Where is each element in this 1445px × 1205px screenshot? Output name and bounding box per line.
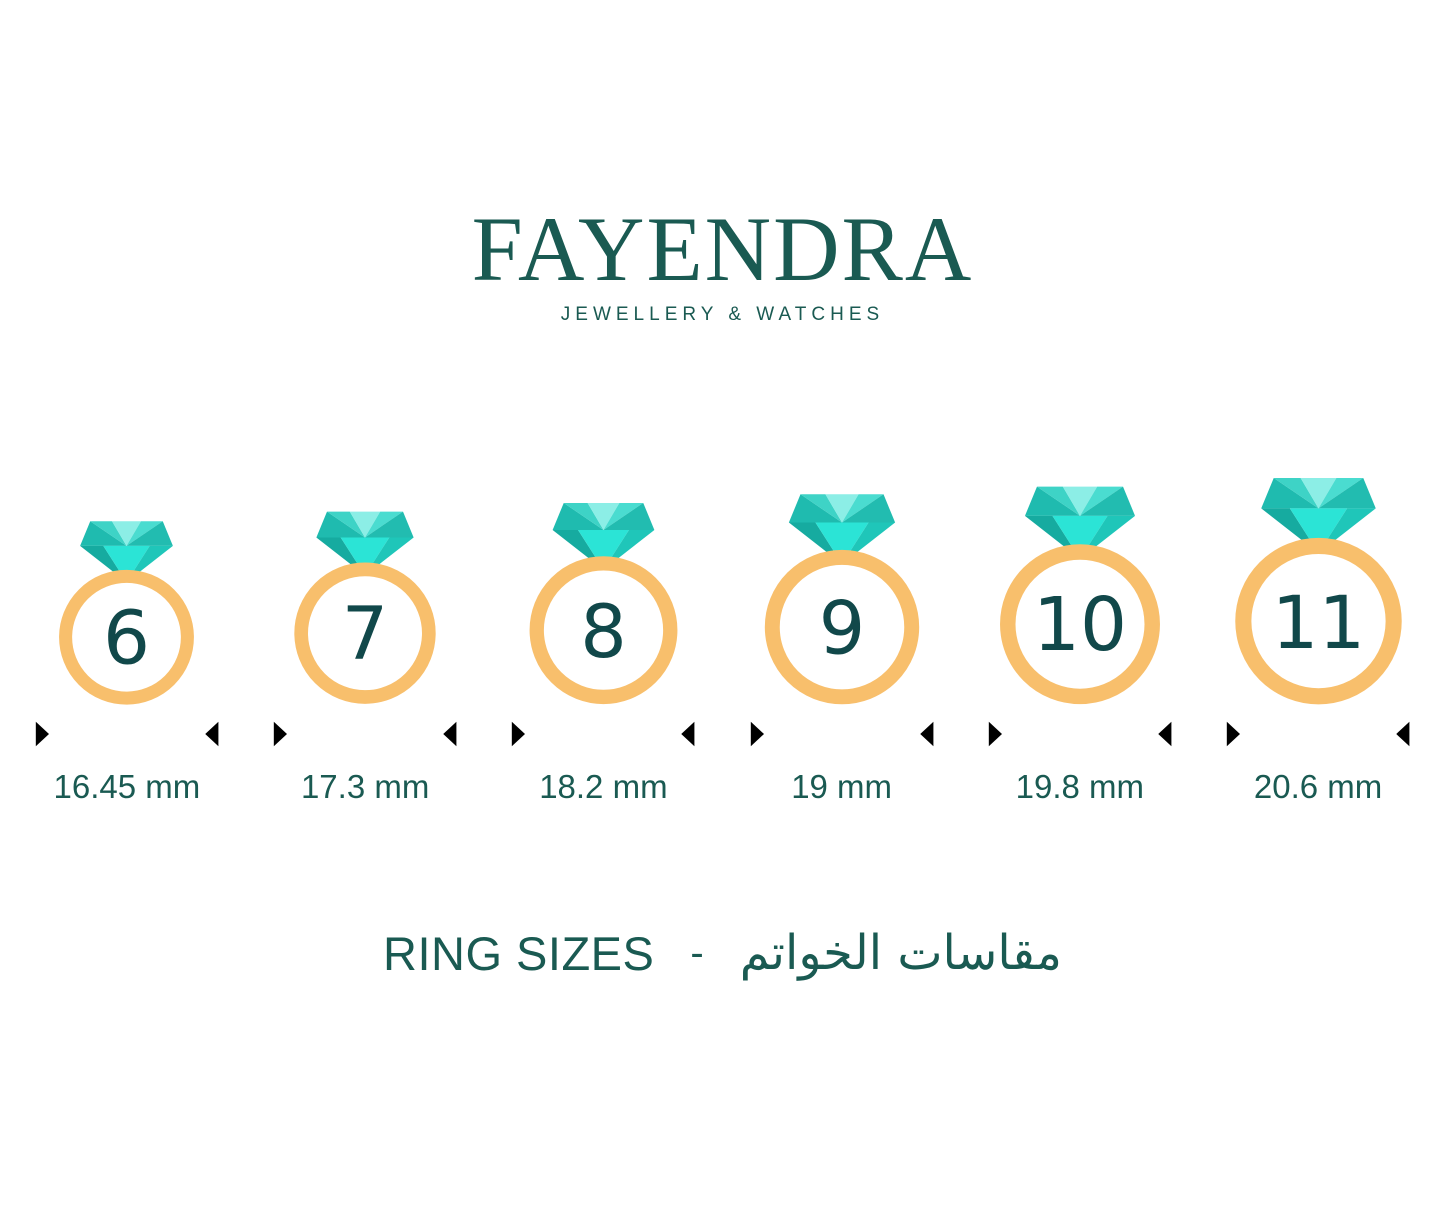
ring-figure-size-6: 6 16.45 mm bbox=[33, 514, 221, 803]
diameter-arrow-line bbox=[750, 721, 933, 747]
ring-band bbox=[1234, 537, 1402, 705]
ring-diamond-icon: 9 bbox=[764, 494, 919, 705]
ring-figure-size-7: 7 17.3 mm bbox=[271, 504, 459, 803]
ring-size-number: 6 bbox=[103, 595, 150, 681]
ring-size-number: 11 bbox=[1271, 581, 1364, 666]
diameter-label: 16.45 mm bbox=[53, 768, 201, 805]
diameter-label: 19 mm bbox=[791, 768, 893, 805]
diameter-arrow-line bbox=[273, 721, 457, 747]
diameter-arrow-line bbox=[512, 721, 695, 747]
ring-band bbox=[529, 556, 678, 705]
ring-diamond-icon: 11 bbox=[1234, 477, 1402, 705]
ring-band bbox=[294, 562, 436, 705]
rings-row: 6 16.45 mm 7 17.3 mm 8 bbox=[33, 469, 1412, 803]
ring-size-number: 10 bbox=[1033, 582, 1127, 668]
page-title: RING SIZES - مقاسات الخواتم bbox=[0, 925, 1445, 981]
diameter-label: 20.6 mm bbox=[1253, 768, 1383, 805]
brand-name: FAYENDRA bbox=[471, 198, 974, 300]
diameter-arrow-line bbox=[35, 721, 219, 747]
diameter-arrow-line bbox=[1226, 721, 1410, 747]
diameter-label: 18.2 mm bbox=[539, 768, 668, 805]
ring-size-number: 8 bbox=[580, 590, 627, 675]
diameter-arrow-line bbox=[988, 721, 1172, 747]
ring-size-number: 9 bbox=[818, 587, 864, 672]
title-separator-dash: - bbox=[690, 930, 704, 975]
ring-diamond-icon: 8 bbox=[529, 503, 678, 705]
ring-band bbox=[764, 549, 919, 705]
page-title-arabic: مقاسات الخواتم bbox=[739, 925, 1062, 981]
diameter-label: 19.8 mm bbox=[1015, 768, 1145, 805]
ring-figure-size-11: 11 20.6 mm bbox=[1224, 469, 1412, 803]
diameter-label: 17.3 mm bbox=[300, 768, 430, 805]
ring-diamond-icon: 10 bbox=[999, 486, 1160, 705]
ring-band bbox=[999, 544, 1160, 705]
ring-diamond-icon: 7 bbox=[294, 511, 436, 705]
page-title-en: RING SIZES bbox=[383, 926, 655, 980]
ring-size-number: 7 bbox=[342, 592, 388, 677]
brand-logo: FAYENDRA JEWELLERY & WATCHES bbox=[0, 203, 1445, 326]
ring-figure-size-10: 10 19.8 mm bbox=[986, 478, 1174, 803]
ring-figure-size-9: 9 19 mm bbox=[748, 486, 936, 803]
ring-figure-size-8: 8 18.2 mm bbox=[509, 495, 697, 803]
ring-band bbox=[59, 569, 195, 705]
ring-diamond-icon: 6 bbox=[59, 520, 195, 705]
brand-tagline: JEWELLERY & WATCHES bbox=[560, 304, 885, 325]
